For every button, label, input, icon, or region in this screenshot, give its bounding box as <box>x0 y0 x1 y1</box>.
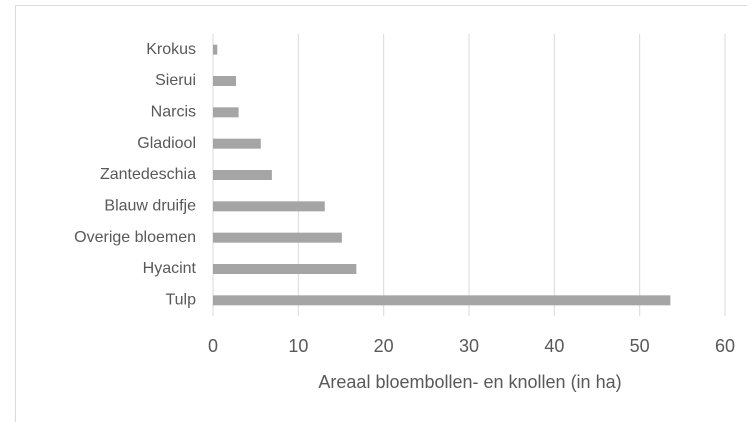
x-tick-label: 10 <box>288 336 308 356</box>
bar <box>213 232 342 243</box>
y-tick-label: Sierui <box>155 72 196 89</box>
bar <box>213 138 261 149</box>
x-tick-label: 0 <box>208 336 218 356</box>
bar <box>213 76 237 86</box>
bar <box>213 170 272 180</box>
y-tick-label: Zantedeschia <box>100 166 196 183</box>
x-axis-title: Areaal bloembollen- en knollen (in ha) <box>318 372 621 392</box>
bar <box>213 44 218 55</box>
bar <box>213 264 357 274</box>
chart-frame <box>15 5 747 422</box>
bar <box>213 201 325 212</box>
bar <box>213 107 239 118</box>
y-tick-label: Tulp <box>165 292 196 309</box>
x-tick-label: 50 <box>630 336 650 356</box>
x-tick-label: 60 <box>715 336 735 356</box>
x-tick-label: 20 <box>374 336 394 356</box>
y-tick-label: Narcis <box>151 104 196 121</box>
y-tick-label: Gladiool <box>137 135 196 152</box>
y-tick-label: Blauw druifje <box>104 198 196 215</box>
y-tick-label: Overige bloemen <box>74 229 196 246</box>
bar <box>213 295 671 306</box>
y-tick-label: Hyacint <box>143 260 197 277</box>
y-tick-label: Krokus <box>146 41 196 58</box>
x-tick-label: 30 <box>459 336 479 356</box>
x-tick-label: 40 <box>544 336 564 356</box>
